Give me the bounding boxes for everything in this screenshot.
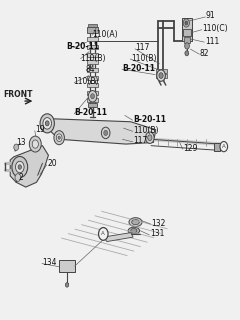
Bar xyxy=(87,68,98,72)
Bar xyxy=(156,74,167,78)
Bar xyxy=(87,37,98,42)
Text: B-20-11: B-20-11 xyxy=(66,42,99,52)
Ellipse shape xyxy=(132,220,139,225)
Circle shape xyxy=(40,114,54,133)
Circle shape xyxy=(104,130,108,135)
Bar xyxy=(182,29,191,36)
Circle shape xyxy=(45,121,49,126)
Text: 131: 131 xyxy=(150,229,164,238)
Polygon shape xyxy=(10,146,48,187)
Bar xyxy=(156,69,167,73)
Circle shape xyxy=(12,156,28,178)
Bar xyxy=(87,53,98,57)
Circle shape xyxy=(101,127,110,139)
Circle shape xyxy=(54,131,64,145)
Circle shape xyxy=(16,161,24,173)
Bar xyxy=(87,83,98,87)
Bar xyxy=(87,28,98,33)
Text: B-20-11: B-20-11 xyxy=(133,115,166,124)
Circle shape xyxy=(185,43,189,49)
Polygon shape xyxy=(42,119,156,144)
Circle shape xyxy=(15,174,21,181)
Text: 110(B): 110(B) xyxy=(133,126,159,135)
Text: B-20-11: B-20-11 xyxy=(75,108,108,117)
Circle shape xyxy=(185,51,189,56)
Text: 2: 2 xyxy=(18,173,23,182)
Text: 110(B): 110(B) xyxy=(73,77,99,86)
Text: A: A xyxy=(102,231,105,236)
Text: 84: 84 xyxy=(85,65,95,74)
Circle shape xyxy=(91,94,95,99)
Circle shape xyxy=(32,140,38,148)
Circle shape xyxy=(148,135,152,140)
Text: 82: 82 xyxy=(200,49,210,58)
Circle shape xyxy=(183,19,189,27)
Circle shape xyxy=(29,136,41,152)
Text: A: A xyxy=(222,144,226,149)
Ellipse shape xyxy=(131,228,137,233)
Text: 117: 117 xyxy=(133,136,148,145)
Circle shape xyxy=(157,70,165,81)
Bar xyxy=(87,98,98,102)
Circle shape xyxy=(58,136,60,139)
Circle shape xyxy=(14,144,18,150)
Text: 19: 19 xyxy=(35,125,45,134)
Circle shape xyxy=(43,118,52,129)
Text: 13: 13 xyxy=(16,138,26,147)
Text: 110(C): 110(C) xyxy=(202,24,228,33)
Text: 134: 134 xyxy=(42,258,57,267)
Bar xyxy=(88,24,97,28)
Text: 110(A): 110(A) xyxy=(93,30,118,39)
Circle shape xyxy=(220,141,228,152)
Text: FRONT: FRONT xyxy=(3,91,33,100)
Text: 20: 20 xyxy=(47,159,57,168)
Circle shape xyxy=(65,283,69,287)
Bar xyxy=(87,91,98,95)
Bar xyxy=(214,143,220,151)
Ellipse shape xyxy=(129,218,142,227)
Circle shape xyxy=(159,73,163,78)
Polygon shape xyxy=(182,18,192,41)
Circle shape xyxy=(145,132,154,143)
Circle shape xyxy=(88,91,97,102)
Bar xyxy=(88,103,97,108)
Circle shape xyxy=(56,134,62,141)
Polygon shape xyxy=(103,233,133,242)
Text: 117: 117 xyxy=(136,43,150,52)
Text: 132: 132 xyxy=(151,219,165,228)
Bar xyxy=(59,260,75,272)
Text: 91: 91 xyxy=(206,12,216,20)
Circle shape xyxy=(18,165,21,169)
Bar xyxy=(87,45,98,49)
Text: 111: 111 xyxy=(205,37,219,46)
Text: 110(B): 110(B) xyxy=(81,53,106,62)
Bar xyxy=(87,76,98,80)
Ellipse shape xyxy=(128,227,140,234)
Bar xyxy=(87,60,98,64)
Text: 110(B): 110(B) xyxy=(131,53,156,62)
Circle shape xyxy=(99,228,108,240)
Bar xyxy=(184,37,190,43)
Text: B-20-11: B-20-11 xyxy=(122,64,155,73)
Text: 129: 129 xyxy=(183,144,198,153)
Circle shape xyxy=(185,21,188,25)
